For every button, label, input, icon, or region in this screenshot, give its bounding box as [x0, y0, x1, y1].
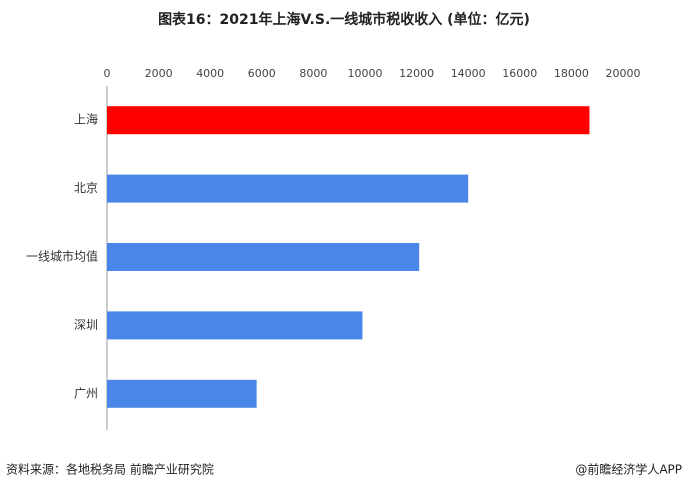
x-tick-label: 14000 — [451, 67, 486, 80]
y-tick-label: 广州 — [74, 386, 98, 400]
bar — [107, 106, 590, 135]
x-tick-label: 16000 — [502, 67, 537, 80]
y-tick-label: 上海 — [74, 112, 98, 127]
bar — [107, 379, 257, 408]
x-tick-label: 8000 — [299, 67, 327, 80]
bar — [107, 243, 420, 271]
x-tick-label: 2000 — [145, 67, 173, 80]
y-tick-label: 北京 — [74, 181, 98, 195]
x-tick-label: 6000 — [248, 67, 276, 80]
x-tick-label: 0 — [104, 67, 111, 80]
credit: @前瞻经济学人APP — [575, 462, 682, 477]
y-tick-label: 深圳 — [74, 318, 98, 332]
bar — [107, 311, 363, 340]
x-tick-label: 4000 — [196, 67, 224, 80]
y-tick-label: 一线城市均值 — [26, 249, 98, 264]
chart-title: 图表16：2021年上海V.S.一线城市税收收入 (单位：亿元) — [158, 11, 530, 28]
x-tick-label: 10000 — [348, 67, 383, 80]
x-tick-label: 20000 — [606, 67, 641, 80]
bar — [107, 174, 469, 203]
x-tick-label: 18000 — [554, 67, 589, 80]
x-tick-label: 12000 — [399, 67, 434, 80]
source-note: 资料来源：各地税务局 前瞻产业研究院 — [6, 462, 214, 477]
